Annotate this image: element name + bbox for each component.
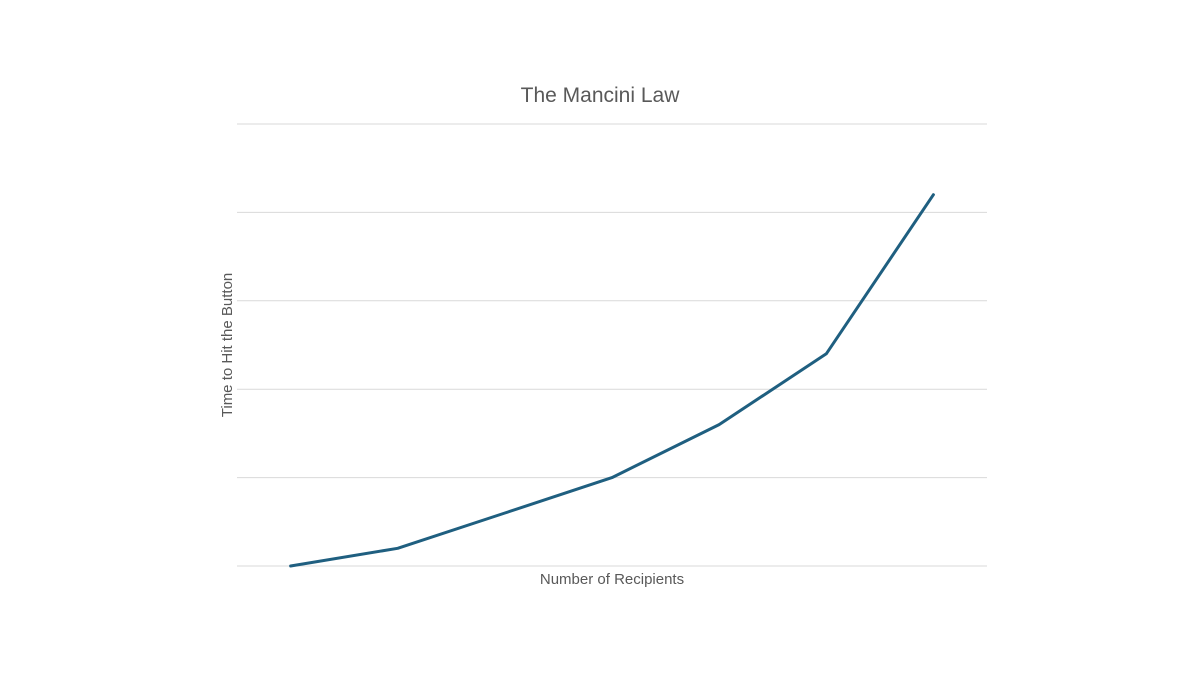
y-axis-label: Time to Hit the Button xyxy=(219,273,236,418)
x-axis-label: Number of Recipients xyxy=(540,571,684,588)
series-line-0 xyxy=(289,193,935,568)
gridlines xyxy=(237,123,987,567)
series-layer xyxy=(289,193,935,568)
chart-title: The Mancini Law xyxy=(521,84,681,107)
